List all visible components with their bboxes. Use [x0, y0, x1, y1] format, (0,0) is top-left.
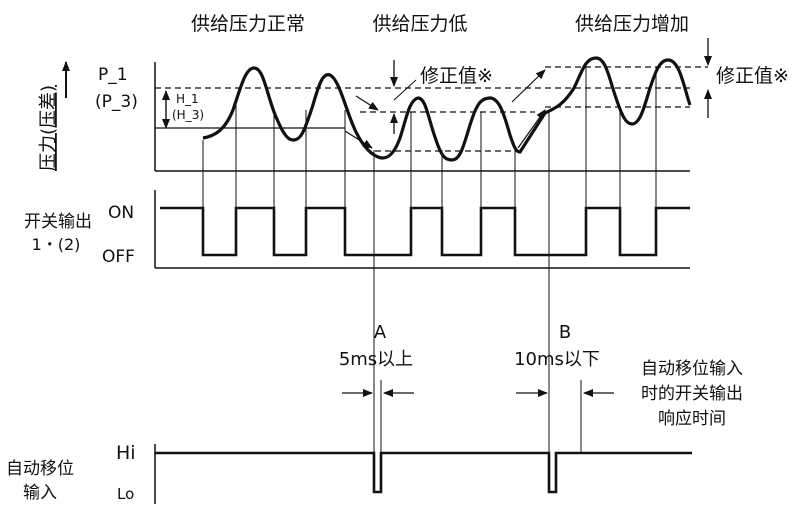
switch-on-label: ON [108, 203, 134, 223]
response-note-line2: 时的开关输出 [641, 384, 743, 404]
response-note-line1: 自动移位输入 [641, 359, 743, 379]
guide-lines [202, 67, 657, 340]
transition-arrow-low [355, 95, 379, 111]
h-label: H_1 [176, 92, 199, 106]
auto-shift-label-2: 输入 [23, 483, 57, 503]
header-normal: 供给压力正常 [191, 13, 305, 35]
switch-output-label-2: 1・(2) [32, 235, 81, 254]
header-increase: 供给压力增加 [575, 13, 689, 35]
auto-shift-lo-label: Lo [117, 485, 134, 503]
marker-a-label: A [374, 322, 387, 343]
p-label: P_1 [98, 65, 128, 85]
correction-low-leader [393, 79, 417, 101]
y-axis-label: 压力(压差) [38, 85, 59, 171]
auto-shift-signal [155, 451, 692, 494]
switch-off-label: OFF [102, 247, 135, 267]
correction-low-label: 修正值※ [420, 65, 493, 87]
transition-arrow-high-h [517, 109, 546, 149]
h-label-alt: (H_3) [172, 108, 204, 122]
auto-shift-label-1: 自动移位 [6, 459, 74, 479]
marker-b-label: B [559, 322, 571, 343]
marker-b-note: 10ms以下 [514, 349, 600, 370]
marker-a-note: 5ms以上 [339, 349, 413, 370]
correction-high-label: 修正值※ [716, 65, 789, 87]
p-label-alt: (P_3) [95, 92, 138, 112]
transition-arrow-high [511, 69, 546, 103]
pressure-waveform [202, 56, 692, 162]
response-note-line3: 响应时间 [658, 409, 726, 429]
header-low: 供给压力低 [372, 13, 467, 35]
switch-output-signal [160, 206, 690, 257]
auto-shift-hi-label: Hi [116, 442, 136, 464]
transition-arrow-low-h [344, 130, 373, 149]
switch-output-label-1: 开关输出 [24, 212, 92, 232]
